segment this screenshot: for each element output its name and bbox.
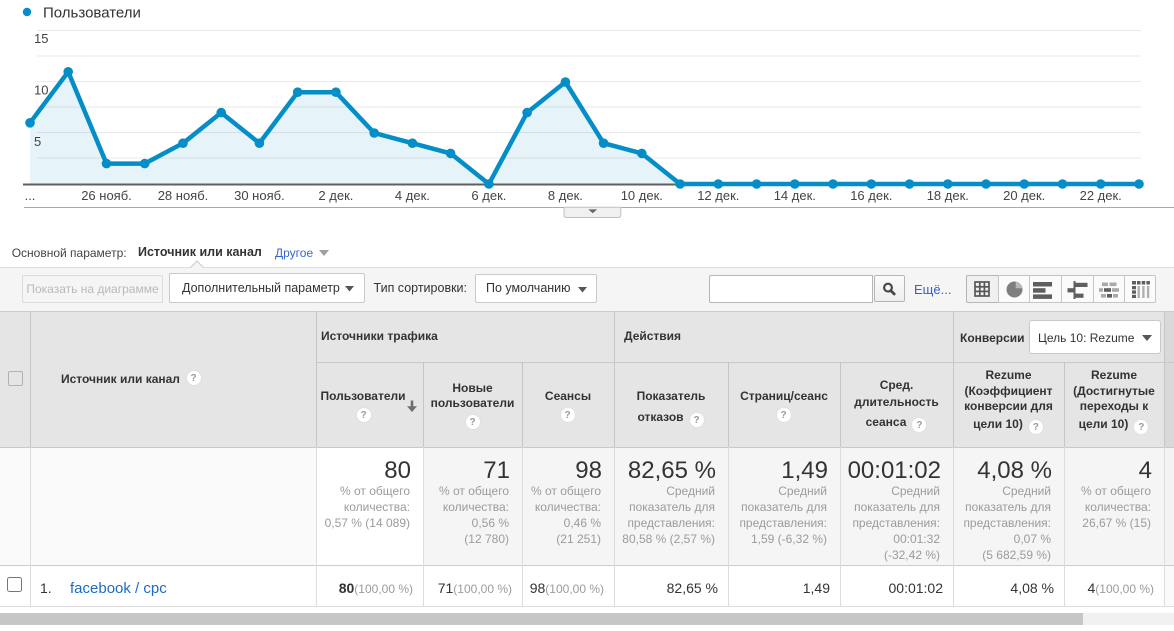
svg-text:2 дек.: 2 дек. <box>318 188 353 203</box>
svg-text:6 дек.: 6 дек. <box>471 188 506 203</box>
svg-text:4 дек.: 4 дек. <box>395 188 430 203</box>
svg-text:30 нояб.: 30 нояб. <box>234 188 285 203</box>
svg-text:26 нояб.: 26 нояб. <box>81 188 132 203</box>
svg-text:10 дек.: 10 дек. <box>621 188 663 203</box>
svg-text:16 дек.: 16 дек. <box>850 188 892 203</box>
svg-text:28 нояб.: 28 нояб. <box>158 188 209 203</box>
svg-text:5: 5 <box>34 134 41 149</box>
svg-text:18 дек.: 18 дек. <box>927 188 969 203</box>
svg-text:8 дек.: 8 дек. <box>548 188 583 203</box>
svg-text:...: ... <box>25 188 36 203</box>
svg-text:20 дек.: 20 дек. <box>1003 188 1045 203</box>
svg-text:Пользователи: Пользователи <box>43 5 141 22</box>
svg-text:15: 15 <box>34 31 48 46</box>
svg-text:22 дек.: 22 дек. <box>1080 188 1122 203</box>
svg-text:12 дек.: 12 дек. <box>697 188 739 203</box>
svg-text:14 дек.: 14 дек. <box>774 188 816 203</box>
svg-text:10: 10 <box>34 83 48 98</box>
